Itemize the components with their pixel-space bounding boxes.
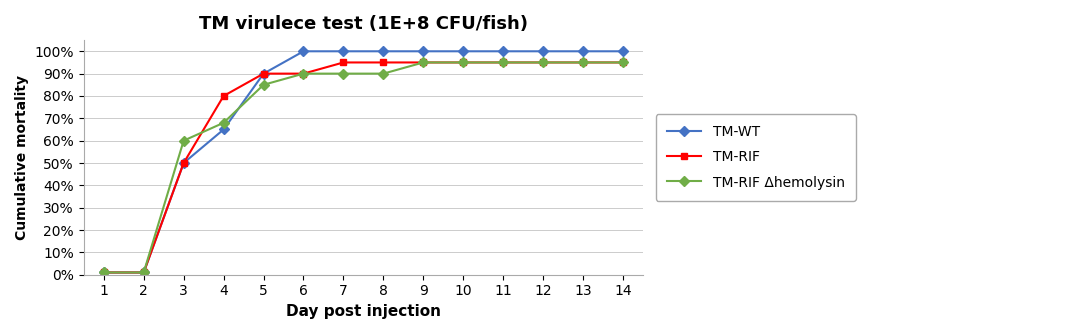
TM-RIF Δhemolysin: [537, 60, 550, 64]
TM-RIF Δhemolysin: [257, 83, 269, 87]
TM-RIF Δhemolysin: [497, 60, 510, 64]
TM-RIF: [416, 60, 429, 64]
TM-WT: [577, 49, 590, 53]
TM-RIF: [337, 60, 349, 64]
TM-RIF Δhemolysin: [617, 60, 629, 64]
Line: TM-RIF Δhemolysin: TM-RIF Δhemolysin: [100, 59, 626, 276]
TM-RIF: [537, 60, 550, 64]
TM-RIF Δhemolysin: [337, 71, 349, 75]
TM-RIF Δhemolysin: [416, 60, 429, 64]
TM-WT: [377, 49, 390, 53]
TM-RIF: [257, 71, 269, 75]
TM-WT: [416, 49, 429, 53]
TM-WT: [537, 49, 550, 53]
TM-RIF: [497, 60, 510, 64]
TM-WT: [297, 49, 310, 53]
TM-RIF: [377, 60, 390, 64]
TM-WT: [177, 161, 190, 165]
TM-RIF: [297, 71, 310, 75]
TM-RIF Δhemolysin: [177, 139, 190, 143]
TM-WT: [457, 49, 470, 53]
TM-RIF: [217, 94, 230, 98]
Line: TM-RIF: TM-RIF: [100, 59, 626, 276]
TM-RIF Δhemolysin: [577, 60, 590, 64]
Legend: TM-WT, TM-RIF, TM-RIF Δhemolysin: TM-WT, TM-RIF, TM-RIF Δhemolysin: [656, 114, 855, 201]
X-axis label: Day post injection: Day post injection: [285, 304, 441, 319]
TM-WT: [337, 49, 349, 53]
TM-RIF: [97, 271, 110, 275]
Title: TM virulece test (1E+8 CFU/fish): TM virulece test (1E+8 CFU/fish): [199, 15, 528, 33]
TM-RIF Δhemolysin: [137, 271, 150, 275]
TM-RIF: [577, 60, 590, 64]
TM-RIF Δhemolysin: [217, 121, 230, 125]
TM-RIF: [177, 161, 190, 165]
TM-RIF: [457, 60, 470, 64]
TM-WT: [97, 271, 110, 275]
TM-RIF: [137, 271, 150, 275]
Y-axis label: Cumulative mortality: Cumulative mortality: [15, 75, 29, 240]
TM-RIF Δhemolysin: [97, 271, 110, 275]
TM-RIF: [617, 60, 629, 64]
TM-RIF Δhemolysin: [457, 60, 470, 64]
TM-RIF Δhemolysin: [377, 71, 390, 75]
TM-RIF Δhemolysin: [297, 71, 310, 75]
TM-WT: [217, 128, 230, 132]
TM-WT: [617, 49, 629, 53]
Line: TM-WT: TM-WT: [100, 48, 626, 276]
TM-WT: [257, 71, 269, 75]
TM-WT: [137, 271, 150, 275]
TM-WT: [497, 49, 510, 53]
